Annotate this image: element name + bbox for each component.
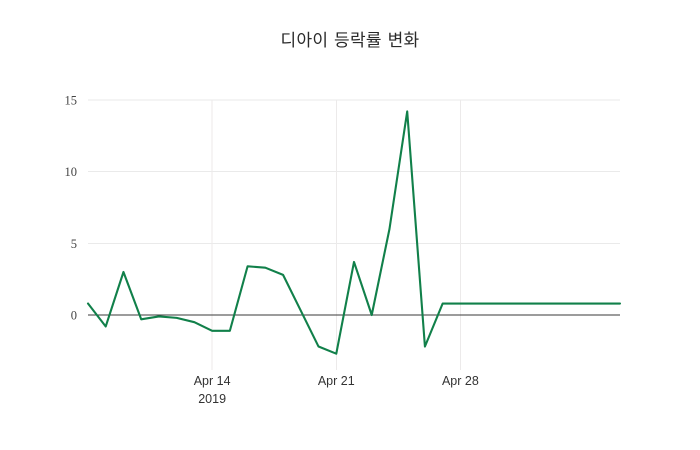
x-tick-label: Apr 21	[318, 374, 355, 388]
y-tick-label: 0	[71, 309, 77, 323]
data-series-line	[86, 110, 622, 355]
x-tick-label: Apr 14	[194, 374, 231, 388]
x-tick-label: Apr 28	[442, 374, 479, 388]
vertical-gridlines	[211, 100, 461, 370]
y-tick-label: 10	[65, 165, 78, 179]
x-tick-sublabel: 2019	[198, 392, 226, 406]
y-axis-tick-labels: 0 5 10 15	[65, 94, 78, 323]
horizontal-gridlines	[88, 99, 620, 316]
x-axis-tick-labels: Apr 14 2019 Apr 21 Apr 28	[194, 374, 479, 406]
y-tick-label: 15	[65, 94, 78, 108]
chart-title: 디아이 등락률 변화	[280, 31, 420, 51]
y-tick-label: 5	[71, 237, 77, 251]
